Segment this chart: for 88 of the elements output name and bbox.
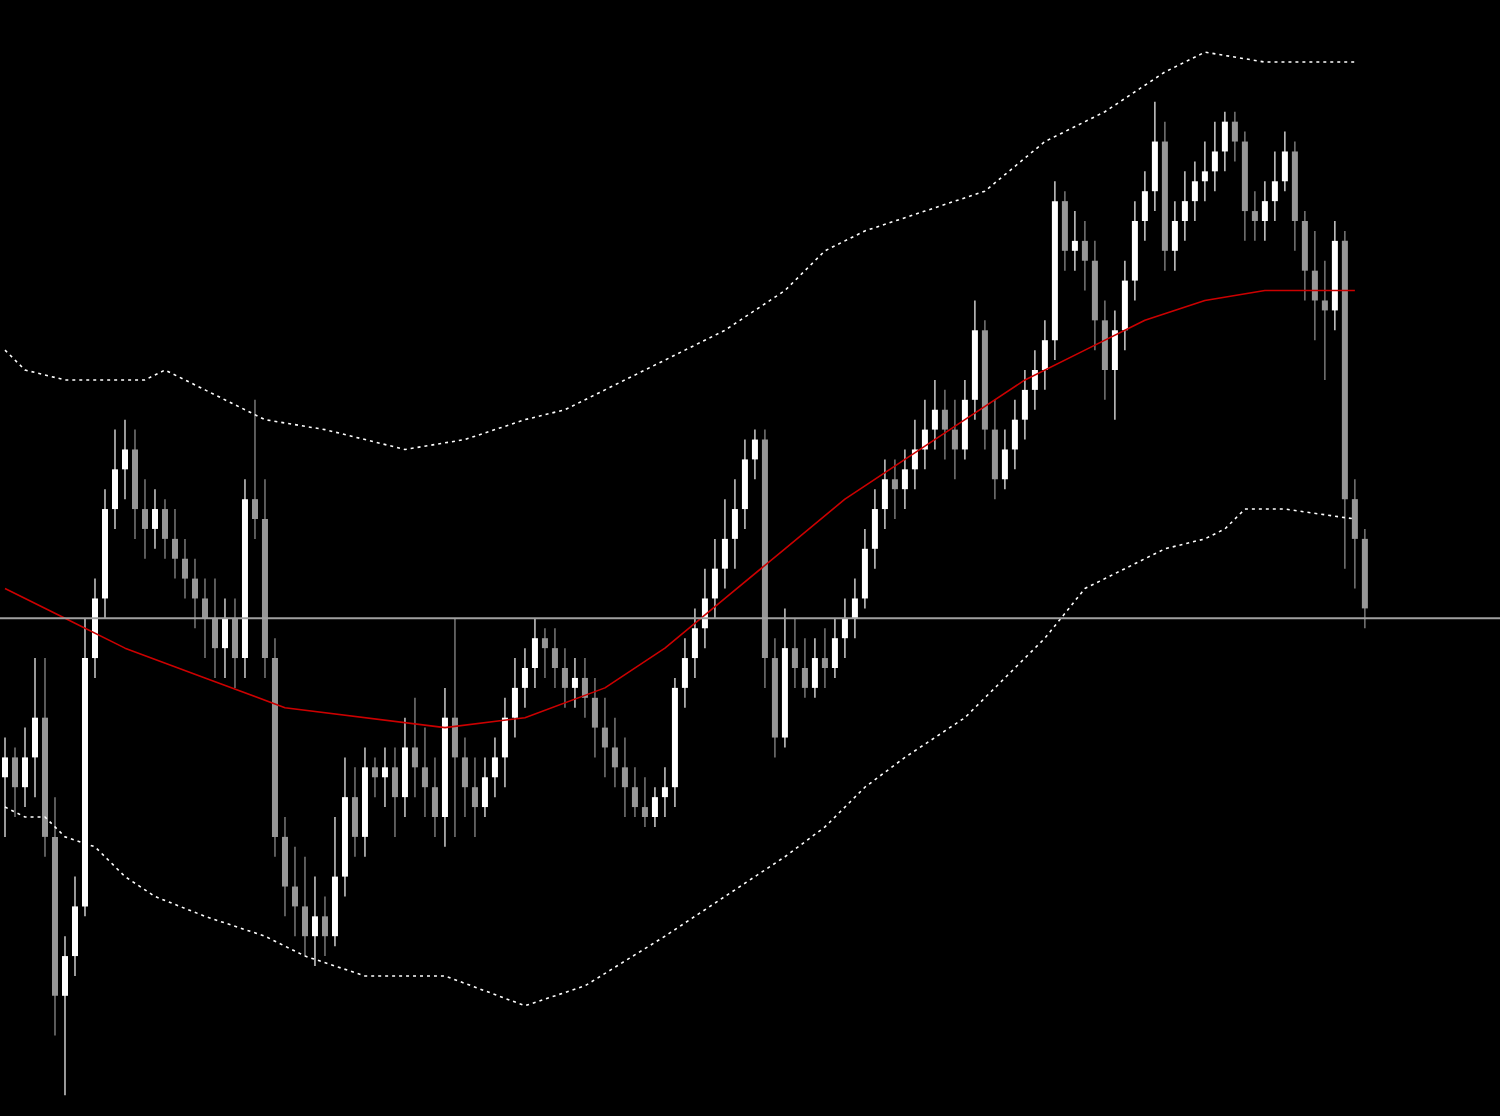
- candlestick: [481, 756, 488, 818]
- candlestick: [1111, 309, 1118, 421]
- candlestick: [721, 498, 728, 590]
- candlestick: [1011, 399, 1018, 470]
- candlestick: [1321, 260, 1328, 381]
- candlestick: [511, 657, 518, 739]
- candlestick: [531, 617, 538, 689]
- candlestick: [161, 498, 168, 560]
- candlestick: [631, 766, 638, 818]
- candlestick: [501, 697, 508, 788]
- candlestick: [471, 756, 478, 838]
- candlestick: [22, 727, 28, 808]
- candlestick: [1211, 121, 1218, 192]
- candlestick: [621, 736, 628, 818]
- candlestick: [491, 736, 498, 798]
- candlestick: [221, 597, 228, 679]
- candlestick: [111, 429, 118, 530]
- candlestick: [151, 488, 158, 550]
- candlestick: [291, 846, 298, 937]
- candlestick: [731, 478, 738, 570]
- candlestick: [1171, 200, 1178, 272]
- candlestick: [541, 627, 548, 679]
- candlestick: [1281, 131, 1288, 192]
- candlestick: [871, 488, 878, 570]
- candlestick: [461, 736, 468, 818]
- candlestick: [121, 419, 128, 500]
- candlestick: [1351, 478, 1358, 590]
- candlestick: [391, 746, 398, 838]
- candlestick: [881, 458, 888, 530]
- candlestick: [751, 429, 758, 480]
- candlestick: [301, 856, 308, 957]
- candlestick: [561, 647, 568, 709]
- candlestick: [181, 538, 188, 600]
- candlestick: [1181, 170, 1188, 242]
- candlestick: [1261, 180, 1268, 242]
- candlestick: [711, 538, 718, 619]
- candlestick: [1021, 369, 1028, 441]
- candlestick: [1031, 349, 1038, 411]
- candlestick: [1221, 111, 1228, 172]
- candlestick: [681, 637, 688, 709]
- candlestick: [421, 727, 428, 818]
- candlestick: [641, 776, 648, 828]
- candlestick: [251, 399, 258, 540]
- candlestick: [691, 607, 698, 679]
- candlestick: [321, 895, 328, 957]
- candlestick: [901, 448, 908, 510]
- candlestick: [951, 399, 958, 480]
- candlestick: [831, 617, 838, 679]
- candlestick: [32, 657, 38, 798]
- candlestick: [61, 935, 68, 1096]
- candlestick: [581, 657, 588, 719]
- candlestick: [171, 508, 178, 580]
- candlestick: [431, 756, 438, 838]
- candlestick: [571, 657, 578, 709]
- candlestick: [311, 876, 318, 967]
- candlestick: [1251, 190, 1258, 242]
- candlestick: [1141, 170, 1148, 242]
- candlestick: [821, 627, 828, 689]
- candlestick: [591, 677, 598, 759]
- candlestick: [1071, 210, 1078, 272]
- candlestick: [801, 637, 808, 699]
- candlestick: [911, 419, 918, 490]
- candlestick: [1041, 319, 1048, 391]
- candlestick: [141, 478, 148, 560]
- candlestick: [931, 379, 938, 451]
- candlestick: [651, 786, 658, 828]
- candlestick: [371, 756, 378, 798]
- candlestick: [351, 766, 358, 858]
- candlestick: [601, 697, 608, 778]
- candlestick: [12, 746, 18, 818]
- candlestick: [941, 389, 948, 461]
- candlestick: [611, 717, 618, 788]
- candlestick: [521, 647, 528, 709]
- candlestick: [1001, 429, 1008, 490]
- candlestick: [1201, 140, 1208, 202]
- candlestick: [811, 637, 818, 699]
- candlestick: [381, 746, 388, 808]
- candlestick: [411, 697, 418, 798]
- candlestick: [661, 766, 668, 818]
- candlestick: [1271, 150, 1278, 222]
- candlestick: [841, 597, 848, 659]
- candlestick: [1081, 220, 1088, 292]
- candlestick: [1191, 160, 1198, 222]
- candlestick: [1231, 111, 1238, 163]
- candlestick: [851, 578, 858, 639]
- candlestick: [1311, 230, 1318, 341]
- candlestick: [891, 458, 898, 520]
- candlestick: [551, 627, 558, 689]
